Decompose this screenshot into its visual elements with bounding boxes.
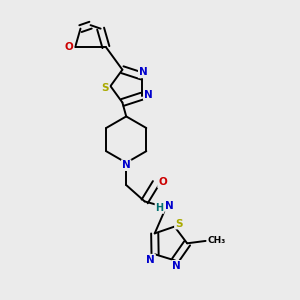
Text: N: N <box>139 68 148 77</box>
Text: N: N <box>144 90 153 100</box>
Text: N: N <box>165 201 173 211</box>
Text: N: N <box>172 261 181 271</box>
Text: N: N <box>122 160 130 170</box>
Text: CH₃: CH₃ <box>208 236 226 245</box>
Text: O: O <box>158 177 167 188</box>
Text: S: S <box>175 219 182 229</box>
Text: H: H <box>155 203 164 213</box>
Text: N: N <box>146 255 155 265</box>
Text: O: O <box>65 42 74 52</box>
Text: S: S <box>101 82 109 93</box>
